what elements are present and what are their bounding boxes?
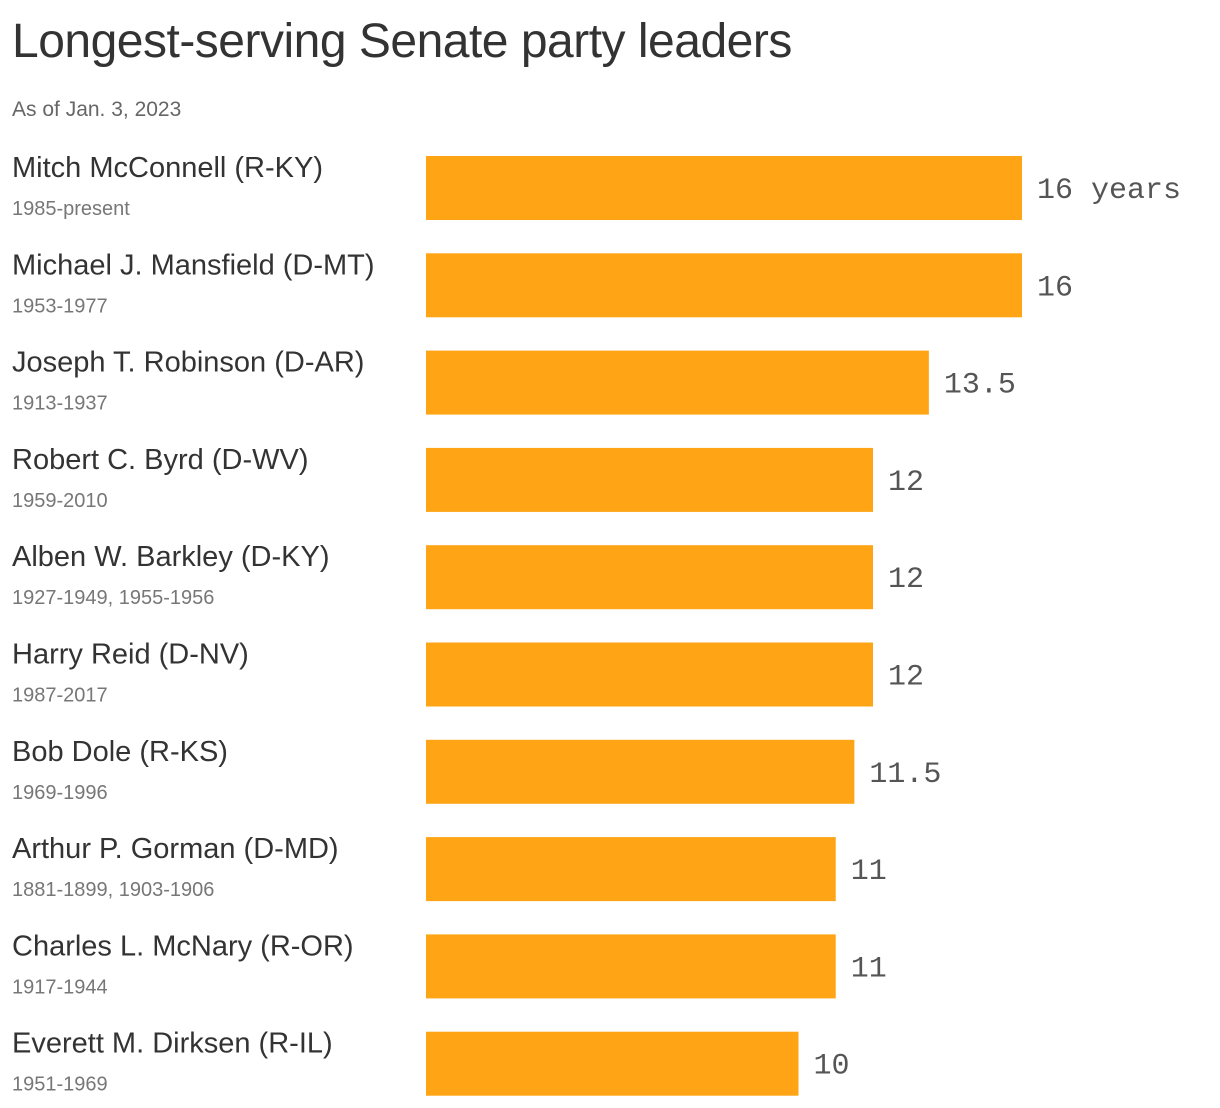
- term-years-label: 1987-2017: [12, 685, 108, 707]
- term-years-label: 1951-1969: [12, 1074, 108, 1096]
- bar: [426, 837, 836, 902]
- term-years-label: 1985-present: [12, 198, 130, 220]
- category-label: Bob Dole (R-KS): [12, 736, 228, 768]
- term-years-label: 1913-1937: [12, 393, 108, 415]
- bar-value-label: 12: [888, 466, 924, 500]
- bar: [426, 739, 855, 804]
- bar: [426, 642, 873, 707]
- bar-value-label: 16: [1037, 271, 1073, 305]
- term-years-label: 1927-1949, 1955-1956: [12, 587, 214, 609]
- term-years-label: 1969-1996: [12, 782, 108, 804]
- bar-value-label: 16 years: [1037, 174, 1181, 208]
- term-years-label: 1959-2010: [12, 490, 108, 512]
- chart-subtitle: As of Jan. 3, 2023: [12, 98, 182, 121]
- bar-value-label: 11: [851, 952, 887, 986]
- bar: [426, 1031, 799, 1096]
- bar: [426, 253, 1022, 318]
- category-label: Arthur P. Gorman (D-MD): [12, 833, 339, 865]
- bar: [426, 934, 836, 999]
- bar-value-label: 13.5: [944, 369, 1016, 403]
- category-label: Everett M. Dirksen (R-IL): [12, 1028, 333, 1060]
- category-label: Mitch McConnell (R-KY): [12, 152, 323, 184]
- bar: [426, 447, 873, 512]
- category-label: Joseph T. Robinson (D-AR): [12, 347, 364, 379]
- category-label: Harry Reid (D-NV): [12, 639, 249, 671]
- bar-value-label: 10: [814, 1050, 850, 1084]
- term-years-label: 1881-1899, 1903-1906: [12, 879, 214, 901]
- bar-value-label: 12: [888, 563, 924, 597]
- bar: [426, 156, 1022, 220]
- bar-value-label: 11: [851, 855, 887, 889]
- category-label: Robert C. Byrd (D-WV): [12, 444, 308, 476]
- bar: [426, 350, 929, 415]
- chart-title: Longest-serving Senate party leaders: [12, 15, 792, 68]
- bar-value-label: 12: [888, 661, 924, 695]
- term-years-label: 1917-1944: [12, 976, 108, 998]
- category-label: Michael J. Mansfield (D-MT): [12, 249, 375, 281]
- category-label: Alben W. Barkley (D-KY): [12, 541, 329, 573]
- bar: [426, 545, 873, 610]
- bar-value-label: 11.5: [869, 758, 941, 792]
- category-label: Charles L. McNary (R-OR): [12, 930, 354, 962]
- term-years-label: 1953-1977: [12, 295, 108, 317]
